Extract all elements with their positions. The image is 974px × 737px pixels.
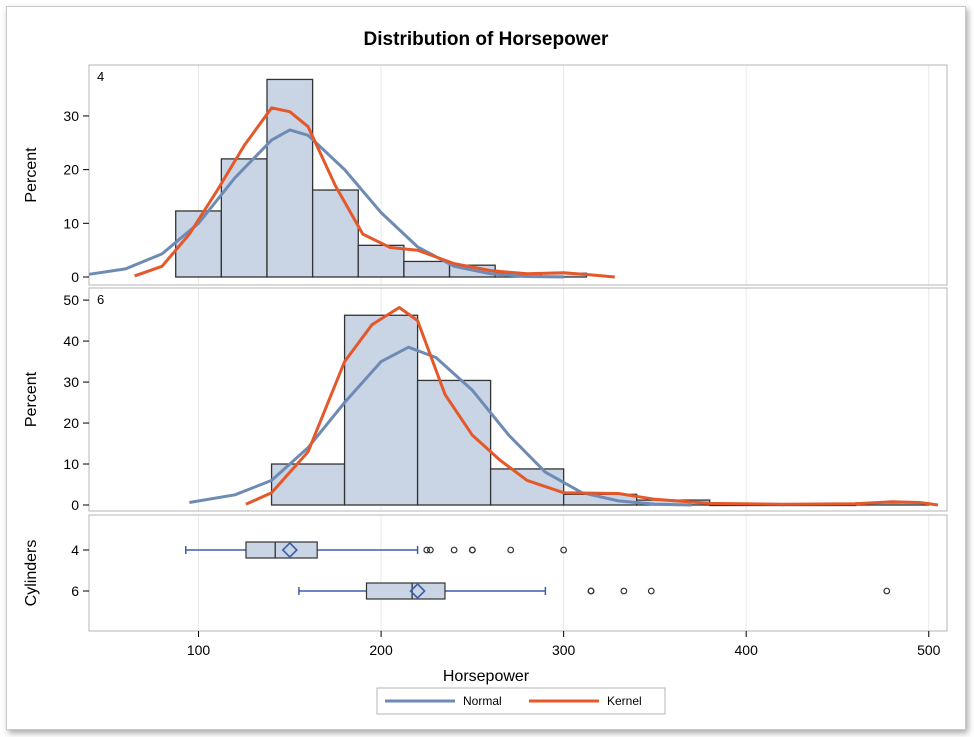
outlier-point	[423, 546, 431, 554]
box-iqr	[365, 582, 446, 600]
x-tick-label: 100	[187, 642, 211, 658]
y-axis-label: Cylinders	[23, 540, 40, 607]
x-tick-label: 200	[369, 642, 393, 658]
outlier-point	[507, 546, 515, 554]
normal-curve	[88, 128, 564, 279]
outlier-point	[883, 587, 891, 595]
panels: 40102030Percent601020304050PercentCylind…	[23, 64, 948, 658]
outlier-point	[468, 546, 476, 554]
y-tick-label: 0	[71, 269, 79, 285]
y-tick-label: 50	[63, 292, 79, 308]
panel-label: 6	[97, 292, 104, 307]
histogram-bar	[357, 244, 405, 278]
x-axis-label: Horsepower	[443, 668, 530, 685]
histogram-panel-4: 4 0 10 20 30 Percent	[23, 64, 948, 286]
legend-label-normal: Normal	[463, 694, 502, 708]
histogram-bar	[266, 78, 314, 278]
panel-border	[88, 287, 948, 512]
y-tick-label: 40	[63, 333, 79, 349]
panel-border	[88, 514, 948, 632]
box-iqr	[245, 541, 318, 559]
mean-marker	[409, 582, 426, 600]
y-tick-label: 10	[63, 456, 79, 472]
x-tick-label: 300	[552, 642, 576, 658]
kernel-curve	[245, 306, 939, 507]
legend: Normal Kernel	[376, 687, 666, 715]
chart-frame: Distribution of Horsepower 4 0 10 20 30 Perce…	[6, 6, 966, 730]
y-tick-label: 0	[71, 497, 79, 513]
y-tick-label: 4	[71, 542, 79, 558]
outlier-point	[647, 587, 655, 595]
outlier-point	[450, 546, 458, 554]
box-4: 4	[71, 541, 568, 559]
normal-curve	[189, 345, 692, 507]
boxplot-panel: Cylinders 4 6	[23, 514, 948, 632]
outlier-point	[587, 587, 595, 595]
y-tick-label: 30	[63, 374, 79, 390]
y-tick-label: 6	[71, 583, 79, 599]
y-axis-label: Percent	[23, 371, 40, 427]
x-tick-label: 400	[735, 642, 759, 658]
box-6: 6	[71, 582, 891, 600]
legend-label-kernel: Kernel	[607, 694, 642, 708]
y-tick-label: 20	[63, 162, 79, 178]
histogram-bar	[489, 468, 565, 506]
y-axis-label: Percent	[23, 147, 40, 203]
y-tick-label: 30	[63, 108, 79, 124]
chart-title: Distribution of Horsepower	[364, 29, 610, 50]
y-tick-label: 10	[63, 215, 79, 231]
panel-label: 4	[97, 69, 104, 84]
chart-svg: Distribution of Horsepower 40102030Perce…	[23, 29, 948, 715]
x-tick-label: 500	[917, 642, 941, 658]
histogram-bar	[403, 260, 451, 278]
kernel-curve	[134, 106, 615, 279]
outlier-point	[426, 546, 434, 554]
histogram-bar	[343, 314, 419, 506]
histogram-bar	[311, 189, 359, 278]
mean-marker	[281, 541, 298, 559]
histogram-bar	[220, 158, 268, 278]
outlier-point	[560, 546, 568, 554]
outlier-point	[620, 587, 628, 595]
histogram-panel-6: 6 0 10 20 30 40 50 Percent	[23, 287, 948, 513]
panel-border	[88, 64, 948, 286]
y-tick-label: 20	[63, 415, 79, 431]
